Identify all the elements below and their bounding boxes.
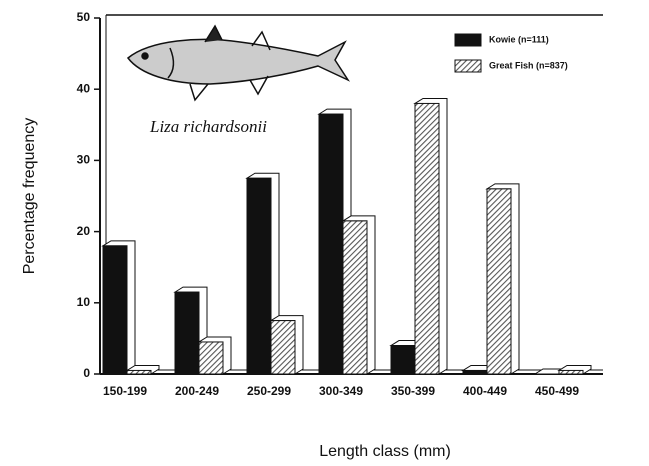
- bar: [127, 370, 151, 374]
- fish-illustration: [128, 26, 348, 100]
- chart: Liza richardsonii Length class (mm) Perc…: [0, 0, 649, 466]
- bar: [487, 189, 511, 374]
- legend-swatch: [455, 34, 481, 46]
- y-tick-label: 20: [77, 224, 91, 238]
- y-tick-label: 50: [77, 10, 91, 24]
- legend-label: Kowie (n=111): [489, 34, 549, 44]
- x-tick-label: 300-349: [319, 384, 363, 398]
- y-axis-title: Percentage frequency: [21, 118, 38, 275]
- bar: [463, 370, 487, 374]
- bar: [199, 342, 223, 374]
- legend-swatch: [455, 60, 481, 72]
- bar: [103, 246, 127, 374]
- x-tick-label: 400-449: [463, 384, 507, 398]
- bar: [343, 221, 367, 374]
- bar: [319, 114, 343, 374]
- x-tick-label: 200-249: [175, 384, 219, 398]
- bar: [415, 103, 439, 374]
- annotation: Liza richardsonii: [149, 117, 267, 136]
- bar: [175, 292, 199, 374]
- x-tick-label: 450-499: [535, 384, 579, 398]
- y-tick-label: 10: [77, 295, 91, 309]
- bar: [247, 178, 271, 374]
- x-axis-title: Length class (mm): [319, 443, 451, 460]
- x-tick-label: 350-399: [391, 384, 435, 398]
- y-tick-label: 0: [83, 366, 90, 380]
- bar: [391, 346, 415, 374]
- x-tick-label: 150-199: [103, 384, 147, 398]
- legend-label: Great Fish (n=837): [489, 60, 568, 70]
- x-tick-label: 250-299: [247, 384, 291, 398]
- y-tick-label: 40: [77, 81, 91, 95]
- bar: [271, 321, 295, 374]
- y-tick-label: 30: [77, 153, 91, 167]
- bar: [559, 370, 583, 374]
